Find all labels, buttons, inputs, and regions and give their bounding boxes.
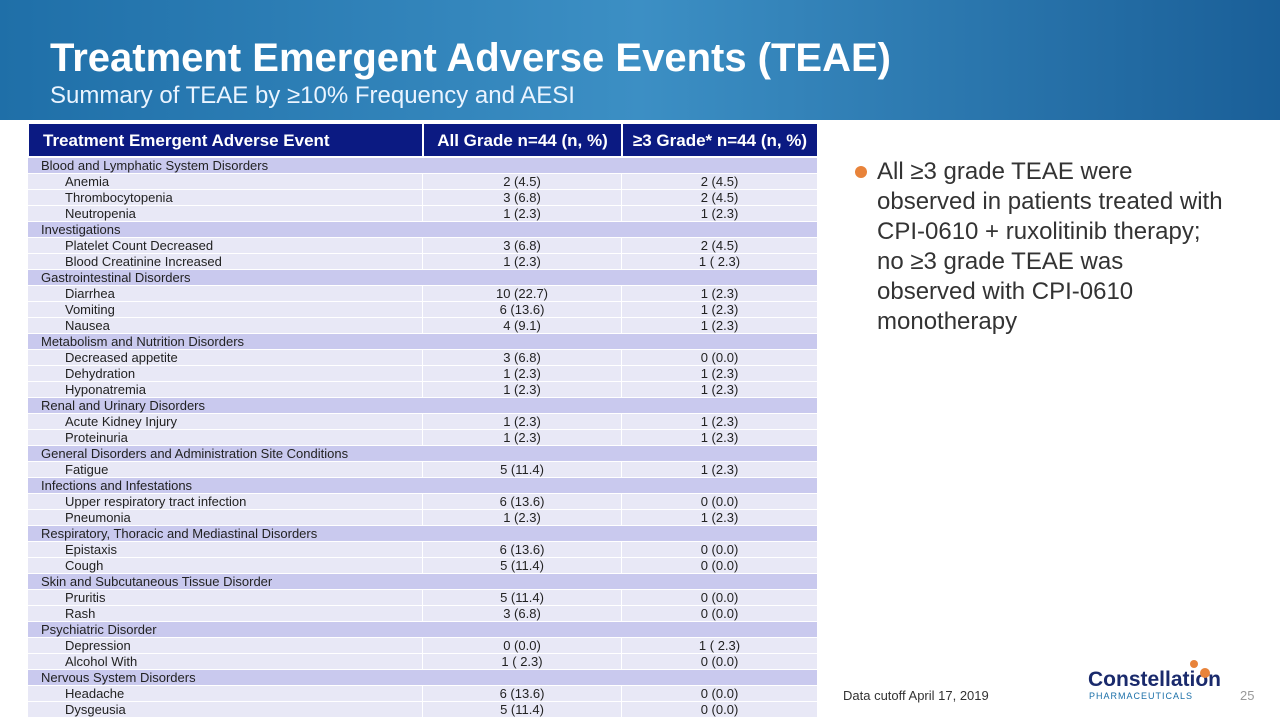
group-row: Infections and Infestations bbox=[28, 478, 818, 494]
logo-name: Constellation bbox=[1088, 668, 1222, 691]
event-cell: Dysgeusia bbox=[28, 702, 423, 718]
value-cell: 0 (0.0) bbox=[622, 654, 818, 670]
logo-subname: PHARMACEUTICALS bbox=[1089, 691, 1194, 701]
column-header: ≥3 Grade* n=44 (n, %) bbox=[622, 123, 818, 157]
value-cell: 5 (11.4) bbox=[423, 702, 622, 718]
group-row: Gastrointestinal Disorders bbox=[28, 270, 818, 286]
value-cell: 0 (0.0) bbox=[622, 590, 818, 606]
value-cell: 2 (4.5) bbox=[622, 174, 818, 190]
value-cell: 0 (0.0) bbox=[622, 606, 818, 622]
value-cell: 0 (0.0) bbox=[622, 686, 818, 702]
bullet-dot bbox=[855, 166, 867, 178]
value-cell: 2 (4.5) bbox=[622, 238, 818, 254]
event-cell: Pneumonia bbox=[28, 510, 423, 526]
event-cell: Alcohol With bbox=[28, 654, 423, 670]
value-cell: 5 (11.4) bbox=[423, 462, 622, 478]
logo-dot bbox=[1190, 660, 1198, 668]
group-row: Metabolism and Nutrition Disorders bbox=[28, 334, 818, 350]
value-cell: 1 (2.3) bbox=[622, 366, 818, 382]
bullet-text: All ≥3 grade TEAE were observed in patie… bbox=[877, 158, 1223, 335]
value-cell: 0 (0.0) bbox=[622, 350, 818, 366]
subtitle: Summary of TEAE by ≥10% Frequency and AE… bbox=[50, 82, 575, 109]
event-cell: Fatigue bbox=[28, 462, 423, 478]
value-cell: 5 (11.4) bbox=[423, 558, 622, 574]
event-cell: Anemia bbox=[28, 174, 423, 190]
event-cell: Thrombocytopenia bbox=[28, 190, 423, 206]
event-cell: Blood Creatinine Increased bbox=[28, 254, 423, 270]
value-cell: 2 (4.5) bbox=[423, 174, 622, 190]
value-cell: 0 (0.0) bbox=[622, 558, 818, 574]
title: Treatment Emergent Adverse Events (TEAE) bbox=[50, 36, 891, 80]
event-cell: Decreased appetite bbox=[28, 350, 423, 366]
value-cell: 1 (2.3) bbox=[622, 430, 818, 446]
event-cell: Rash bbox=[28, 606, 423, 622]
value-cell: 1 (2.3) bbox=[423, 414, 622, 430]
event-cell: Proteinuria bbox=[28, 430, 423, 446]
value-cell: 0 (0.0) bbox=[622, 542, 818, 558]
value-cell: 4 (9.1) bbox=[423, 318, 622, 334]
group-row: Renal and Urinary Disorders bbox=[28, 398, 818, 414]
value-cell: 5 (11.4) bbox=[423, 590, 622, 606]
group-row: Blood and Lymphatic System Disorders bbox=[28, 158, 818, 174]
value-cell: 1 (2.3) bbox=[423, 206, 622, 222]
event-cell: Acute Kidney Injury bbox=[28, 414, 423, 430]
column-header: All Grade n=44 (n, %) bbox=[423, 123, 622, 157]
value-cell: 1 (2.3) bbox=[622, 286, 818, 302]
banner bbox=[0, 0, 1280, 120]
group-row: Nervous System Disorders bbox=[28, 670, 818, 686]
value-cell: 1 (2.3) bbox=[622, 206, 818, 222]
value-cell: 1 (2.3) bbox=[622, 318, 818, 334]
value-cell: 0 (0.0) bbox=[423, 638, 622, 654]
value-cell: 3 (6.8) bbox=[423, 190, 622, 206]
value-cell: 6 (13.6) bbox=[423, 686, 622, 702]
event-cell: Dehydration bbox=[28, 366, 423, 382]
value-cell: 1 (2.3) bbox=[423, 510, 622, 526]
event-cell: Diarrhea bbox=[28, 286, 423, 302]
value-cell: 3 (6.8) bbox=[423, 350, 622, 366]
value-cell: 1 ( 2.3) bbox=[423, 654, 622, 670]
event-cell: Upper respiratory tract infection bbox=[28, 494, 423, 510]
event-cell: Neutropenia bbox=[28, 206, 423, 222]
value-cell: 1 ( 2.3) bbox=[622, 254, 818, 270]
value-cell: 6 (13.6) bbox=[423, 542, 622, 558]
value-cell: 1 (2.3) bbox=[622, 302, 818, 318]
value-cell: 1 (2.3) bbox=[622, 462, 818, 478]
page-number: 25 bbox=[1240, 688, 1255, 703]
column-header: Treatment Emergent Adverse Event bbox=[28, 123, 423, 157]
group-row: Respiratory, Thoracic and Mediastinal Di… bbox=[28, 526, 818, 542]
value-cell: 1 ( 2.3) bbox=[622, 638, 818, 654]
footnote: Data cutoff April 17, 2019 bbox=[843, 688, 989, 703]
value-cell: 0 (0.0) bbox=[622, 494, 818, 510]
event-cell: Vomiting bbox=[28, 302, 423, 318]
value-cell: 1 (2.3) bbox=[423, 382, 622, 398]
event-cell: Depression bbox=[28, 638, 423, 654]
value-cell: 6 (13.6) bbox=[423, 494, 622, 510]
value-cell: 1 (2.3) bbox=[423, 430, 622, 446]
value-cell: 1 (2.3) bbox=[622, 414, 818, 430]
value-cell: 3 (6.8) bbox=[423, 238, 622, 254]
event-cell: Headache bbox=[28, 686, 423, 702]
value-cell: 2 (4.5) bbox=[622, 190, 818, 206]
event-cell: Nausea bbox=[28, 318, 423, 334]
event-cell: Hyponatremia bbox=[28, 382, 423, 398]
event-cell: Pruritis bbox=[28, 590, 423, 606]
event-cell: Epistaxis bbox=[28, 542, 423, 558]
value-cell: 0 (0.0) bbox=[622, 702, 818, 718]
value-cell: 10 (22.7) bbox=[423, 286, 622, 302]
event-cell: Cough bbox=[28, 558, 423, 574]
value-cell: 1 (2.3) bbox=[622, 510, 818, 526]
value-cell: 1 (2.3) bbox=[423, 254, 622, 270]
group-row: General Disorders and Administration Sit… bbox=[28, 446, 818, 462]
value-cell: 6 (13.6) bbox=[423, 302, 622, 318]
value-cell: 1 (2.3) bbox=[622, 382, 818, 398]
event-cell: Platelet Count Decreased bbox=[28, 238, 423, 254]
group-row: Investigations bbox=[28, 222, 818, 238]
group-row: Skin and Subcutaneous Tissue Disorder bbox=[28, 574, 818, 590]
logo-dot bbox=[1200, 668, 1210, 678]
value-cell: 1 (2.3) bbox=[423, 366, 622, 382]
group-row: Psychiatric Disorder bbox=[28, 622, 818, 638]
value-cell: 3 (6.8) bbox=[423, 606, 622, 622]
